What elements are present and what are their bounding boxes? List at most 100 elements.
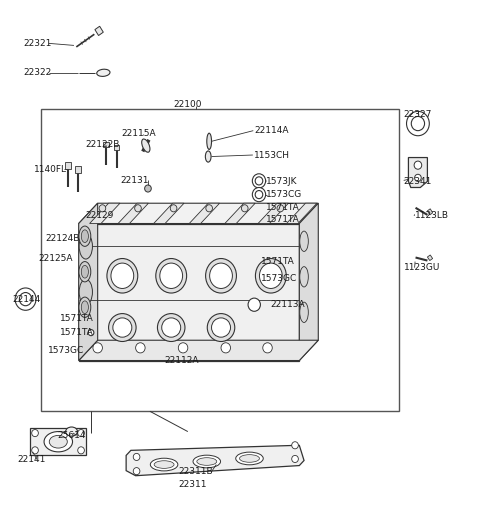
Polygon shape — [79, 203, 97, 361]
Text: 22327: 22327 — [404, 110, 432, 119]
Ellipse shape — [210, 263, 232, 288]
Ellipse shape — [240, 455, 260, 462]
Circle shape — [255, 177, 263, 185]
Text: 22129: 22129 — [86, 211, 114, 221]
Ellipse shape — [107, 259, 138, 293]
Text: 22311: 22311 — [179, 480, 207, 489]
Circle shape — [255, 190, 263, 199]
Circle shape — [78, 447, 84, 454]
Polygon shape — [79, 203, 318, 224]
Ellipse shape — [108, 313, 136, 342]
Ellipse shape — [205, 151, 211, 162]
Text: 1571TA: 1571TA — [60, 328, 94, 337]
Ellipse shape — [205, 259, 237, 293]
Polygon shape — [30, 428, 86, 456]
Circle shape — [292, 456, 299, 463]
Ellipse shape — [79, 262, 91, 282]
Polygon shape — [427, 209, 432, 215]
Ellipse shape — [212, 318, 230, 337]
Circle shape — [277, 205, 284, 212]
Text: 22125A: 22125A — [38, 254, 73, 263]
Text: 1573CG: 1573CG — [266, 190, 302, 199]
Text: 1573GC: 1573GC — [261, 274, 298, 283]
Polygon shape — [258, 203, 288, 224]
Text: 22144: 22144 — [12, 294, 40, 304]
Circle shape — [32, 447, 38, 454]
Text: 1571TA: 1571TA — [266, 203, 300, 212]
Text: 22124B: 22124B — [46, 234, 80, 243]
Polygon shape — [189, 203, 219, 224]
Circle shape — [101, 254, 107, 261]
Circle shape — [415, 174, 421, 182]
Polygon shape — [300, 203, 318, 361]
Circle shape — [407, 111, 429, 136]
Polygon shape — [95, 26, 103, 35]
Polygon shape — [65, 162, 71, 169]
Circle shape — [263, 343, 272, 353]
Circle shape — [259, 205, 264, 211]
Ellipse shape — [150, 458, 178, 471]
Bar — [41, 109, 399, 411]
Circle shape — [19, 292, 32, 306]
Circle shape — [135, 205, 141, 212]
Ellipse shape — [79, 233, 93, 259]
Text: 22131: 22131 — [120, 176, 149, 185]
Ellipse shape — [44, 431, 72, 452]
Circle shape — [248, 298, 261, 311]
Ellipse shape — [162, 318, 180, 337]
Circle shape — [144, 185, 151, 192]
Text: 22322: 22322 — [24, 68, 52, 77]
Circle shape — [78, 429, 84, 437]
Ellipse shape — [81, 265, 88, 278]
Text: 22114A: 22114A — [254, 126, 289, 135]
Bar — [104, 255, 118, 260]
Text: 22321: 22321 — [24, 39, 52, 48]
Circle shape — [241, 205, 248, 212]
Ellipse shape — [79, 226, 91, 246]
Circle shape — [15, 288, 36, 310]
Text: 1573JK: 1573JK — [266, 177, 298, 186]
Circle shape — [411, 116, 424, 131]
Circle shape — [88, 329, 94, 336]
Polygon shape — [118, 203, 148, 224]
Ellipse shape — [154, 461, 174, 468]
Polygon shape — [88, 314, 94, 319]
Ellipse shape — [113, 318, 132, 337]
Circle shape — [414, 161, 422, 169]
Text: 1153CH: 1153CH — [254, 150, 290, 160]
Circle shape — [179, 343, 188, 353]
Ellipse shape — [207, 313, 235, 342]
Polygon shape — [225, 203, 255, 224]
Circle shape — [254, 259, 260, 265]
Text: 22112A: 22112A — [164, 356, 199, 365]
Text: 1571TA: 1571TA — [266, 215, 300, 225]
Circle shape — [133, 467, 140, 475]
Text: 22341: 22341 — [404, 177, 432, 186]
Text: 1571TA: 1571TA — [261, 257, 295, 266]
Text: 1140FL: 1140FL — [34, 165, 67, 174]
Ellipse shape — [157, 313, 185, 342]
Polygon shape — [427, 255, 432, 261]
Polygon shape — [75, 166, 81, 173]
Text: 25614: 25614 — [57, 430, 86, 440]
Polygon shape — [79, 340, 318, 361]
Circle shape — [221, 343, 230, 353]
Ellipse shape — [97, 69, 110, 76]
Ellipse shape — [255, 259, 286, 293]
Circle shape — [252, 174, 265, 188]
Text: 22122B: 22122B — [86, 141, 120, 149]
Circle shape — [99, 205, 106, 212]
Ellipse shape — [81, 230, 88, 243]
Circle shape — [259, 217, 264, 223]
Ellipse shape — [193, 455, 220, 468]
Text: 22141: 22141 — [17, 455, 46, 464]
Ellipse shape — [197, 458, 217, 465]
Ellipse shape — [81, 301, 88, 313]
Ellipse shape — [176, 347, 190, 356]
Circle shape — [32, 429, 38, 437]
Text: 22113A: 22113A — [271, 300, 305, 309]
Ellipse shape — [66, 427, 77, 436]
Ellipse shape — [84, 347, 95, 352]
Ellipse shape — [300, 267, 308, 287]
Circle shape — [292, 442, 299, 449]
